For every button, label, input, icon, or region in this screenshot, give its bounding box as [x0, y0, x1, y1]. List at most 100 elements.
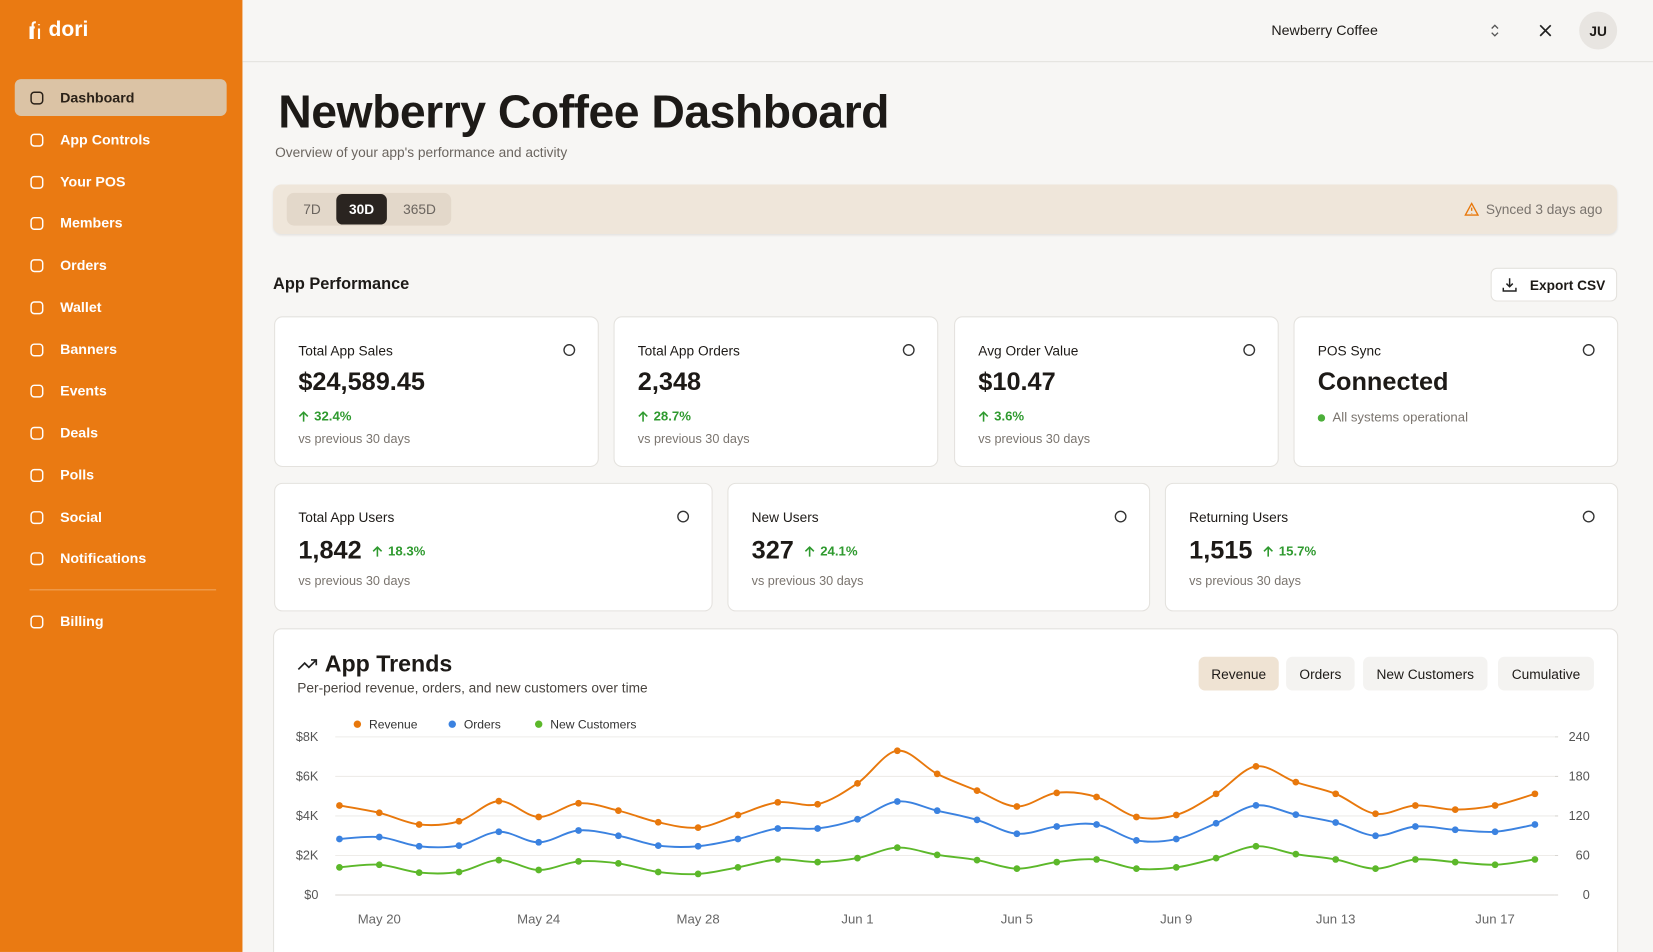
nav-item[interactable]: Members	[15, 205, 227, 242]
legend-dot	[535, 720, 543, 728]
chart-tab[interactable]: Orders	[1286, 656, 1355, 691]
nav-icon	[30, 551, 44, 565]
point	[1372, 810, 1379, 818]
nav-icon	[30, 426, 44, 440]
export-button[interactable]: Export CSV	[1490, 267, 1618, 302]
card-icon	[677, 510, 690, 523]
avatar[interactable]: JU	[1579, 11, 1618, 50]
nav-label: Notifications	[60, 550, 147, 567]
point	[1451, 826, 1459, 834]
chart-tab[interactable]: New Customers	[1363, 656, 1488, 691]
point	[495, 797, 503, 805]
nav-label: Social	[60, 509, 103, 525]
card-icon	[1582, 510, 1595, 523]
nav-label: Orders	[60, 257, 107, 274]
point	[1252, 802, 1260, 809]
point	[1133, 865, 1140, 873]
range-option[interactable]: 7D	[303, 201, 321, 218]
point	[1451, 858, 1459, 866]
chart-tab[interactable]: Revenue	[1198, 656, 1279, 691]
y2-tick-label: 120	[1569, 809, 1590, 823]
nav-item[interactable]: Wallet	[15, 289, 227, 326]
nav-icon	[30, 175, 44, 189]
nav-label: Members	[60, 215, 123, 231]
point	[1491, 828, 1499, 836]
sync-text: Synced 3 days ago	[1485, 201, 1603, 218]
change-text: 18.3%	[388, 543, 426, 559]
stat-label: Avg Order Value	[978, 342, 1079, 359]
nav-icon	[30, 300, 44, 314]
stat-line: 1,842 18.3%	[298, 537, 425, 567]
x-tick-label: May 28	[677, 911, 720, 926]
up-arrow	[638, 410, 648, 422]
divider	[29, 589, 217, 591]
point	[1212, 819, 1220, 827]
change-text: 32.4%	[314, 409, 352, 424]
point	[415, 869, 423, 876]
point	[734, 811, 742, 819]
nav-item[interactable]: Social	[15, 499, 227, 536]
nav-item[interactable]: Dashboard	[14, 79, 227, 116]
y-tick-label: $4K	[296, 809, 319, 823]
chart-title: App Trends	[324, 650, 453, 677]
stat-label: Total App Sales	[298, 342, 393, 359]
status-text: All systems operational	[1332, 410, 1469, 425]
nav-icon	[30, 258, 44, 272]
range-option[interactable]: 30D	[336, 193, 387, 225]
stat-label: POS Sync	[1317, 342, 1381, 359]
stat-value: $10.47	[978, 367, 1056, 397]
point	[814, 858, 822, 866]
point	[694, 842, 702, 850]
point	[1531, 856, 1539, 863]
range-option[interactable]: 365D	[403, 201, 436, 218]
stat-change: 18.3%	[372, 544, 425, 559]
nav-item[interactable]: Deals	[15, 414, 227, 451]
nav-item[interactable]: Events	[15, 372, 227, 409]
point	[1013, 830, 1021, 838]
nav-item[interactable]: Your POS	[15, 163, 227, 200]
nav-item[interactable]: Notifications	[15, 540, 227, 577]
nav-item[interactable]: Orders	[15, 247, 227, 284]
point	[1411, 802, 1419, 809]
brand-icon	[29, 20, 41, 39]
x-tick-label: Jun 17	[1475, 911, 1515, 926]
nav-item[interactable]: Billing	[15, 603, 227, 640]
point	[734, 863, 742, 871]
warning-icon	[1464, 202, 1480, 216]
point	[455, 868, 463, 876]
stat-value: 1,515	[1189, 536, 1253, 566]
nav-item[interactable]: Polls	[15, 456, 227, 493]
point	[495, 856, 503, 864]
icon-shape	[677, 510, 690, 523]
point	[1491, 861, 1499, 869]
nav-item[interactable]: App Controls	[15, 121, 227, 158]
icon-shape	[30, 216, 44, 230]
user-card: Returning Users 1,515 15.7% vs previous 30 …	[1164, 482, 1619, 612]
nav-item[interactable]: Banners	[15, 331, 227, 368]
close[interactable]	[1539, 24, 1552, 37]
point	[854, 854, 861, 862]
point	[1172, 835, 1180, 843]
chart-tab[interactable]: Cumulative	[1498, 656, 1594, 691]
point	[933, 851, 941, 859]
stat-label: Returning Users	[1189, 509, 1289, 525]
icon-shape	[1243, 344, 1256, 356]
chevrons[interactable]	[1489, 23, 1502, 38]
change-text: 24.1%	[820, 543, 858, 559]
point	[1013, 803, 1021, 810]
stat-card: Total App Sales $24,589.45 32.4% vs previou…	[274, 316, 599, 468]
x-tick-label: May 20	[358, 911, 401, 926]
point	[1531, 821, 1539, 828]
nav-label: Banners	[60, 341, 118, 358]
up-arrow	[804, 545, 815, 557]
icon-shape	[563, 344, 576, 356]
point	[535, 838, 543, 846]
icon-shape	[1582, 344, 1595, 356]
point	[774, 856, 782, 863]
legend-label: Orders	[464, 717, 501, 731]
point	[535, 866, 543, 874]
workspace[interactable]: Newberry Coffee	[1271, 22, 1378, 38]
sync-status: Synced 3 days ago	[1464, 201, 1603, 218]
point	[455, 817, 463, 825]
range-bar: Synced 3 days ago 7D 30D 365D	[273, 184, 1618, 235]
